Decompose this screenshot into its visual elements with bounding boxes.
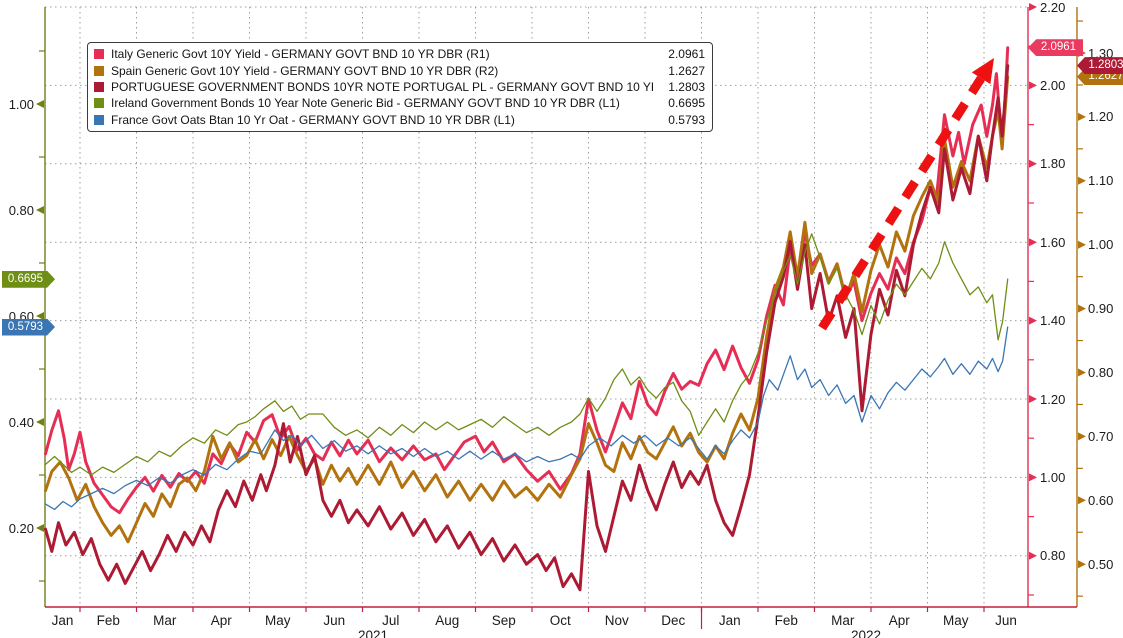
axis-major-tick-arrow	[1078, 432, 1086, 441]
axis-major-tick-arrow	[1078, 560, 1086, 569]
legend-label: PORTUGUESE GOVERNMENT BONDS 10YR NOTE PO…	[111, 79, 653, 94]
legend-value: 2.0961	[668, 47, 705, 62]
axis-major-tick-arrow	[1029, 551, 1037, 560]
legend-value: 0.6695	[668, 96, 705, 111]
axis-major-tick-arrow	[36, 100, 44, 108]
axis-major-tick-arrow	[1029, 3, 1037, 11]
legend-item-spain: Spain Generic Govt 10Y Yield - GERMANY G…	[94, 62, 705, 78]
legend-value: 1.2803	[668, 79, 705, 94]
legend-label: France Govt Oats Btan 10 Yr Oat - GERMAN…	[111, 112, 515, 127]
legend-swatch-portugal-icon	[94, 81, 104, 92]
series-line-ireland	[44, 233, 1009, 476]
axis-major-tick-arrow	[1078, 368, 1086, 377]
legend-swatch-france-icon	[94, 114, 104, 125]
axis-major-tick-arrow	[1078, 496, 1086, 505]
axis-major-tick-arrow	[1029, 81, 1037, 90]
axis-major-tick-arrow	[1029, 395, 1037, 403]
legend-label: Italy Generic Govt 10Y Yield - GERMANY G…	[111, 47, 490, 62]
series-line-spain	[44, 75, 1010, 544]
axis-major-tick-arrow	[36, 312, 44, 320]
legend-value: 0.5793	[668, 112, 705, 127]
legend-item-italy: Italy Generic Govt 10Y Yield - GERMANY G…	[94, 46, 705, 62]
series-line-portugal	[44, 64, 1010, 592]
series-line-france	[44, 326, 1009, 511]
axis-major-tick-arrow	[36, 418, 44, 426]
axis-major-tick-arrow	[1078, 176, 1086, 185]
legend-swatch-italy-icon	[94, 49, 104, 60]
last-value-badge-italy: 2.0961	[1028, 39, 1083, 57]
axis-major-tick-arrow	[1078, 240, 1086, 249]
last-value-badge-ireland: 0.6695	[2, 270, 55, 288]
axis-major-tick-arrow	[36, 524, 44, 532]
legend-item-portugal: PORTUGUESE GOVERNMENT BONDS 10YR NOTE PO…	[94, 79, 705, 95]
trend-arrow-head-icon	[971, 58, 994, 85]
axis-major-tick-arrow	[1029, 159, 1037, 168]
axis-major-tick-arrow	[1029, 238, 1037, 247]
legend-value: 1.2627	[668, 63, 705, 78]
axis-major-tick-arrow	[1029, 316, 1037, 325]
legend-item-ireland: Ireland Government Bonds 10 Year Note Ge…	[94, 95, 705, 111]
legend-label: Spain Generic Govt 10Y Yield - GERMANY G…	[111, 63, 499, 78]
legend-swatch-ireland-icon	[94, 98, 104, 109]
last-value-badge-portugal: 1.2803	[1077, 57, 1123, 75]
legend-label: Ireland Government Bonds 10 Year Note Ge…	[111, 96, 620, 111]
legend-swatch-spain-icon	[94, 65, 104, 76]
last-value-badge-france: 0.5793	[2, 318, 55, 336]
axis-major-tick-arrow	[1029, 473, 1037, 482]
axis-major-tick-arrow	[36, 206, 44, 214]
axis-major-tick-arrow	[1078, 112, 1086, 121]
legend: Italy Generic Govt 10Y Yield - GERMANY G…	[87, 42, 713, 132]
legend-item-france: France Govt Oats Btan 10 Yr Oat - GERMAN…	[94, 112, 705, 128]
axis-major-tick-arrow	[1078, 304, 1086, 313]
